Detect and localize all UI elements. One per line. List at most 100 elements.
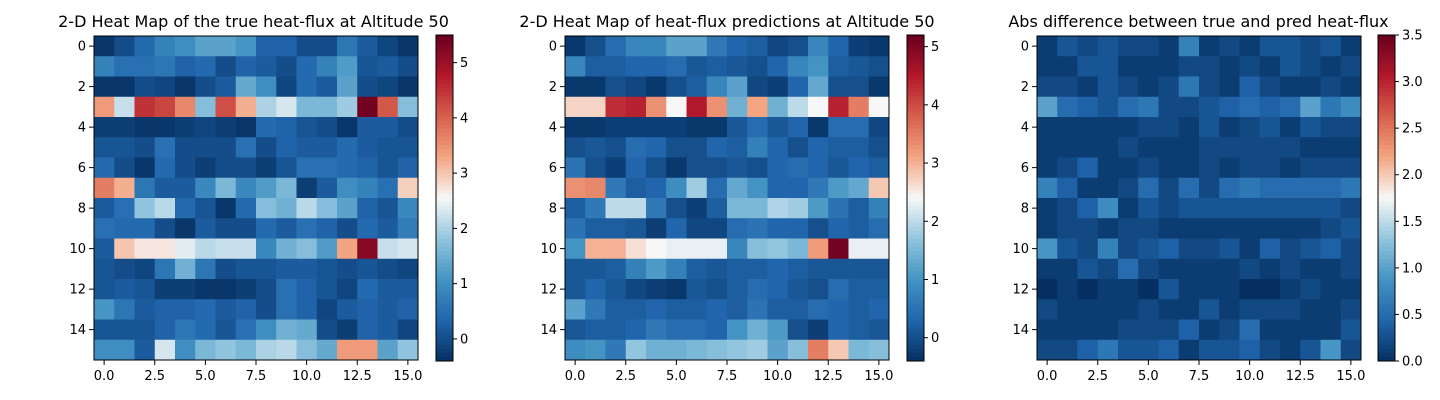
- heatmap-cell: [828, 36, 849, 57]
- heatmap-cell: [94, 96, 115, 118]
- colorbar-segment: [436, 104, 453, 109]
- heatmap-cell: [1199, 299, 1220, 320]
- heatmap-cell: [256, 96, 277, 118]
- y-tick-label: 8: [78, 202, 86, 217]
- heatmap-cell: [686, 157, 708, 179]
- colorbar-segment: [1378, 169, 1395, 175]
- colorbar-segment: [1378, 238, 1395, 244]
- heatmap-cell: [1219, 319, 1240, 341]
- colorbar-segment: [436, 222, 453, 228]
- heatmap-cell: [787, 258, 809, 280]
- heatmap-panel-pred: 2-D Heat Map of heat-flux predictions at…: [519, 12, 939, 384]
- heatmap-cell: [1320, 258, 1342, 280]
- heatmap-cell: [1057, 56, 1078, 77]
- heatmap-cell: [1239, 117, 1261, 138]
- colorbar-segment: [907, 112, 924, 117]
- heatmap-cell: [1097, 76, 1119, 98]
- heatmap-cell: [195, 96, 216, 118]
- heatmap-cell: [706, 238, 728, 260]
- heatmap-cell: [215, 76, 237, 98]
- heatmap-cell: [1300, 258, 1321, 280]
- heatmap-cell: [706, 218, 728, 239]
- heatmap-cell: [727, 299, 748, 320]
- heatmap-cell: [848, 299, 870, 320]
- heatmap-cell: [1320, 198, 1342, 219]
- colorbar-segment: [907, 185, 924, 191]
- heatmap-cell: [276, 238, 297, 260]
- heatmap-cell: [154, 299, 176, 320]
- heatmap-cell: [646, 238, 667, 260]
- heatmap-cell: [646, 56, 667, 77]
- x-tick-label: 15.0: [393, 369, 422, 384]
- heatmap-panel-abs-diff: Abs difference between true and pred hea…: [1008, 12, 1422, 384]
- heatmap-cell: [215, 56, 237, 77]
- colorbar-tick-label: 3.0: [1402, 75, 1423, 90]
- heatmap-cell: [646, 339, 667, 361]
- heatmap-cell: [276, 299, 297, 320]
- heatmap-cell: [377, 319, 399, 341]
- heatmap-cell: [316, 177, 338, 199]
- colorbar-segment: [436, 128, 453, 134]
- heatmap-cell: [1118, 218, 1139, 239]
- heatmap-cell: [1178, 157, 1200, 179]
- heatmap-cell: [1057, 36, 1078, 57]
- heatmap-cell: [1259, 238, 1281, 260]
- colorbar-tick-label: 1: [931, 273, 939, 288]
- colorbar-segment: [907, 336, 924, 342]
- heatmap-cell: [316, 238, 338, 260]
- heatmap-cell: [357, 117, 378, 138]
- heatmap-cell: [625, 157, 647, 179]
- heatmap-cell: [1280, 238, 1301, 260]
- heatmap-cell: [1199, 76, 1220, 98]
- heatmap-cell: [1219, 157, 1240, 179]
- heatmap-cell: [1097, 36, 1119, 57]
- heatmap-cell: [1320, 299, 1342, 320]
- heatmap-cell: [565, 279, 586, 300]
- heatmap-cell: [1340, 76, 1362, 98]
- y-tick-label: 14: [540, 323, 557, 338]
- heatmap-cell: [296, 218, 318, 239]
- heatmap-cell: [1280, 218, 1301, 239]
- heatmap-cell: [397, 137, 419, 158]
- heatmap-cell: [848, 36, 870, 57]
- colorbar-segment: [907, 100, 924, 105]
- heatmap-cell: [625, 117, 647, 138]
- colorbar-segment: [436, 59, 453, 65]
- heatmap-cell: [767, 76, 789, 98]
- heatmap-cell: [175, 339, 196, 361]
- heatmap-cell: [1118, 258, 1139, 280]
- heatmap-cell: [605, 319, 627, 341]
- heatmap-cell: [1178, 117, 1200, 138]
- heatmap-cell: [1118, 177, 1139, 199]
- colorbar-segment: [907, 279, 924, 285]
- heatmap-cell: [1340, 198, 1362, 219]
- heatmap-cell: [868, 238, 890, 260]
- heatmap-cell: [625, 36, 647, 57]
- heatmap-cell: [585, 299, 606, 320]
- heatmap-cell: [787, 218, 809, 239]
- colorbar-segment: [436, 79, 453, 85]
- colorbar-segment: [907, 39, 924, 44]
- heatmap-cell: [646, 299, 667, 320]
- colorbar-segment: [436, 177, 453, 183]
- heatmap-cell: [605, 117, 627, 138]
- heatmap-cell: [1097, 177, 1119, 199]
- heatmap-cell: [565, 177, 586, 199]
- heatmap-cell: [1320, 56, 1342, 77]
- heatmap-cell: [585, 56, 606, 77]
- colorbar-segment: [436, 242, 453, 248]
- heatmap-cell: [276, 157, 297, 179]
- heatmap-cell: [646, 218, 667, 239]
- heatmap-cell: [276, 177, 297, 199]
- colorbar-segment: [1378, 100, 1395, 105]
- heatmap-cell: [1097, 157, 1119, 179]
- heatmap-cell: [337, 177, 358, 199]
- y-tick-label: 14: [69, 323, 86, 338]
- colorbar-segment: [1378, 255, 1395, 260]
- heatmap-cell: [787, 157, 809, 179]
- heatmap-cell: [787, 96, 809, 118]
- heatmap-cell: [175, 177, 196, 199]
- colorbar-segment: [907, 238, 924, 244]
- chart-title: 2-D Heat Map of heat-flux predictions at…: [519, 12, 934, 31]
